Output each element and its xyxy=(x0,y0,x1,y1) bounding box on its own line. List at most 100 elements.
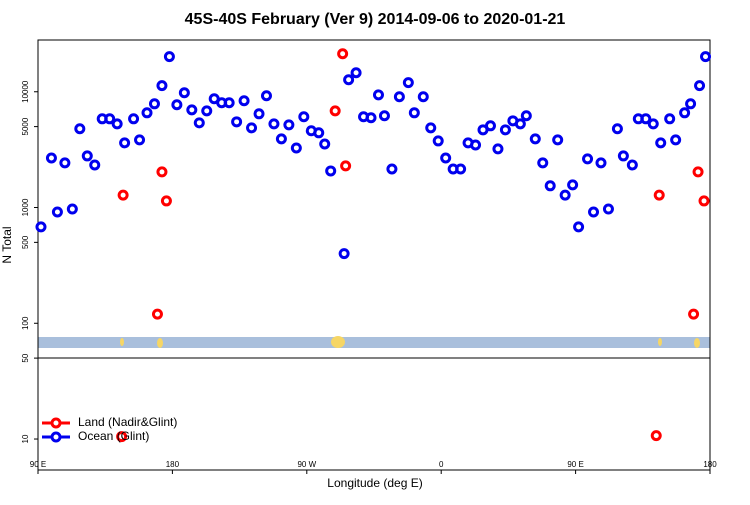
point xyxy=(520,110,532,122)
legend-marker xyxy=(50,417,62,429)
point xyxy=(617,150,629,162)
point xyxy=(694,80,706,92)
point xyxy=(529,133,541,145)
x-tick-label: 90 W xyxy=(297,460,316,469)
point xyxy=(647,118,659,130)
point xyxy=(193,117,205,129)
point xyxy=(552,134,564,146)
point xyxy=(45,152,57,164)
y-tick-label: 5000 xyxy=(21,117,30,135)
point xyxy=(567,179,579,191)
point xyxy=(602,203,614,215)
point xyxy=(117,189,129,201)
y-tick-label: 500 xyxy=(21,235,30,249)
x-tick-label: 180 xyxy=(703,460,717,469)
land-spot xyxy=(157,338,163,348)
point xyxy=(325,165,337,177)
point xyxy=(365,112,377,124)
point xyxy=(626,159,638,171)
point xyxy=(700,51,712,63)
legend-label: Ocean (Glint) xyxy=(78,429,149,443)
ocean-strip xyxy=(38,337,710,348)
point xyxy=(698,195,710,207)
x-axis-label: Longitude (deg E) xyxy=(327,476,422,490)
chart-title: 45S-40S February (Ver 9) 2014-09-06 to 2… xyxy=(185,11,566,28)
point xyxy=(186,104,198,116)
point xyxy=(582,153,594,165)
point xyxy=(492,143,504,155)
point xyxy=(514,118,526,130)
point xyxy=(338,248,350,260)
point xyxy=(650,430,662,442)
point xyxy=(679,107,691,119)
point xyxy=(223,97,235,109)
point xyxy=(260,90,272,102)
point xyxy=(156,80,168,92)
point xyxy=(337,48,349,60)
point xyxy=(402,77,414,89)
point xyxy=(499,124,511,136)
point xyxy=(171,99,183,111)
point xyxy=(59,157,71,169)
point xyxy=(160,195,172,207)
point xyxy=(559,189,571,201)
point xyxy=(313,127,325,139)
plot-frame xyxy=(37,39,711,471)
point xyxy=(655,137,667,149)
point xyxy=(372,89,384,101)
point xyxy=(148,98,160,110)
point xyxy=(573,221,585,233)
y-tick-label: 10 xyxy=(21,434,30,443)
point xyxy=(290,142,302,154)
point xyxy=(89,159,101,171)
land-spot xyxy=(120,338,124,346)
land-strip xyxy=(38,336,710,348)
point xyxy=(275,133,287,145)
point xyxy=(611,123,623,135)
point xyxy=(470,139,482,151)
legend-marker xyxy=(50,431,62,443)
point xyxy=(231,116,243,128)
point xyxy=(386,163,398,175)
point xyxy=(104,113,116,125)
point xyxy=(201,105,213,117)
point xyxy=(111,118,123,130)
point xyxy=(340,160,352,172)
point xyxy=(74,123,86,135)
point xyxy=(537,157,549,169)
point xyxy=(685,98,697,110)
point xyxy=(253,108,265,120)
point xyxy=(417,91,429,103)
point xyxy=(408,107,420,119)
point xyxy=(343,74,355,86)
y-axis-label: N Total xyxy=(0,226,14,263)
legend-label: Land (Nadir&Glint) xyxy=(78,415,177,429)
point xyxy=(595,157,607,169)
y-tick-label: 100 xyxy=(21,316,30,330)
point xyxy=(455,163,467,175)
point xyxy=(378,110,390,122)
land-spot xyxy=(331,336,345,348)
point xyxy=(350,67,362,79)
point xyxy=(688,308,700,320)
point xyxy=(588,206,600,218)
point xyxy=(283,119,295,131)
x-tick-label: 90 E xyxy=(567,460,583,469)
point xyxy=(141,107,153,119)
land-spot xyxy=(658,338,662,346)
point xyxy=(329,105,341,117)
point xyxy=(151,308,163,320)
x-tick-label: 0 xyxy=(439,460,444,469)
point xyxy=(134,134,146,146)
point xyxy=(544,180,556,192)
point xyxy=(432,135,444,147)
y-tick-label: 1000 xyxy=(21,198,30,216)
point xyxy=(246,122,258,134)
point xyxy=(66,203,78,215)
point xyxy=(178,87,190,99)
point xyxy=(116,431,128,443)
point xyxy=(640,113,652,125)
point xyxy=(128,113,140,125)
